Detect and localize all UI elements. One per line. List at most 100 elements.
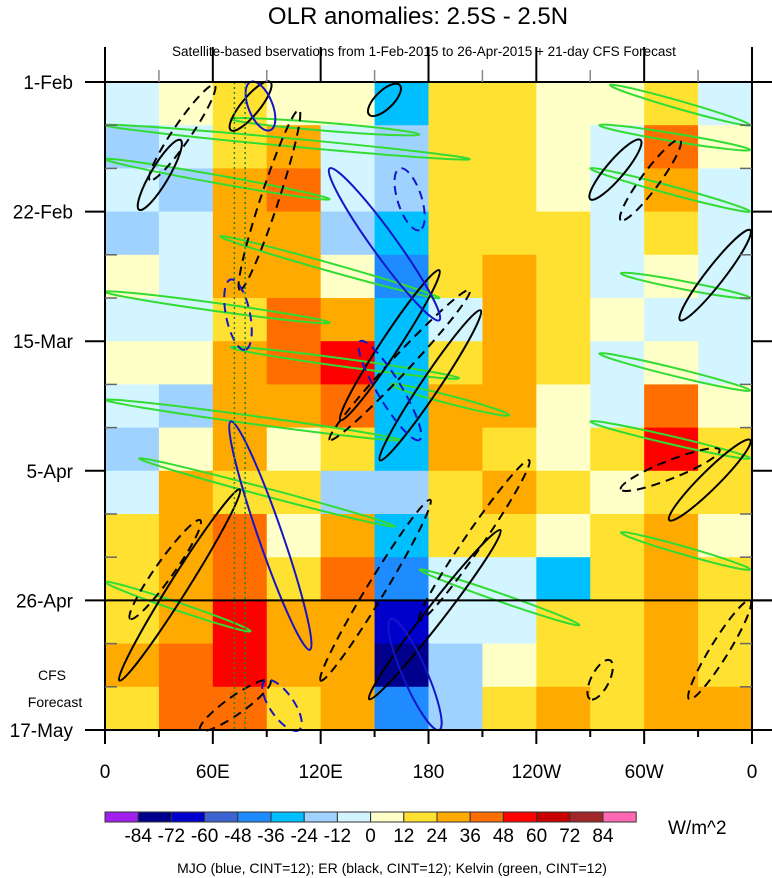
colorbar-label: -84 (124, 826, 152, 847)
kelvin-contour (229, 345, 461, 380)
y-tick-label: 17-May (10, 721, 74, 742)
er-contour (588, 138, 643, 201)
colorbar-label: -60 (191, 826, 218, 847)
colorbar-label: -72 (158, 826, 185, 847)
field-cell (428, 643, 483, 688)
colorbar-swatch (336, 811, 372, 823)
colorbar-label: -48 (224, 826, 251, 847)
mjo-contour (223, 278, 253, 351)
colorbar-label: 48 (493, 826, 514, 847)
kelvin-contour (389, 382, 511, 417)
field-cell (698, 82, 753, 126)
field-cell (428, 168, 483, 213)
field-cell (536, 341, 591, 385)
field-cell (698, 298, 753, 342)
field-cell (212, 600, 268, 645)
field-cell (374, 384, 429, 429)
colorbar: -84 -72 -60 -48 -36 -24 -12 0 12 24 36 48 60 72 84 (104, 811, 637, 847)
field-cell (105, 82, 160, 126)
er-contour (687, 599, 753, 701)
field-cell (536, 125, 591, 169)
chart-subtitle: Satellite-based bservations from 1-Feb-2… (172, 44, 676, 59)
field-cell (698, 384, 753, 429)
er-contour (128, 518, 203, 621)
field-cell (428, 82, 483, 126)
field-cell (644, 384, 699, 429)
field-cell (536, 211, 591, 256)
colorbar-swatch (170, 811, 206, 823)
colorbar-swatch (436, 811, 471, 823)
colorbar-label: 0 (365, 826, 376, 847)
er-contour (148, 83, 217, 182)
field-cell (590, 341, 645, 385)
field-cell (212, 514, 268, 558)
field-cell (536, 384, 591, 429)
field-cell (482, 643, 537, 688)
field-cell (320, 643, 376, 688)
x-tick-label: 120W (512, 762, 562, 783)
field-cell (320, 686, 376, 731)
field-cell (644, 643, 699, 688)
field-cell (105, 211, 160, 256)
field-cell (644, 557, 699, 601)
x-tick-label: 0 (100, 762, 111, 783)
field-cell (428, 254, 483, 299)
field-cell (266, 557, 322, 601)
colorbar-label: -24 (290, 826, 318, 847)
kelvin-contour (619, 531, 752, 571)
forecast-label-line2: Forecast (28, 694, 83, 710)
field-cell (105, 686, 160, 731)
field-cell (320, 341, 376, 385)
field-cell (320, 82, 376, 126)
kelvin-contour (138, 457, 396, 528)
colorbar-label: 72 (559, 826, 580, 847)
field-cell (698, 514, 753, 558)
field-cell (212, 427, 268, 472)
field-cell (536, 298, 591, 342)
field-cell (266, 470, 322, 515)
field-cell (644, 600, 699, 645)
y-tick-label: 5-Apr (27, 462, 74, 483)
er-contour (366, 82, 402, 118)
field-cell (428, 427, 483, 472)
colorbar-swatch (237, 811, 272, 823)
field-cell (536, 557, 591, 601)
field-cell (266, 643, 322, 688)
field-cell (536, 427, 591, 472)
colorbar-swatch (602, 811, 637, 823)
field-cell (482, 557, 537, 601)
colorbar-swatch (370, 811, 405, 823)
field-cell (266, 600, 322, 645)
colorbar-label: 60 (526, 826, 547, 847)
field-cell (212, 643, 268, 688)
field-cell (374, 600, 429, 645)
field-cell (536, 82, 591, 126)
field-cell (105, 470, 160, 515)
forecast-label-line1: CFS (38, 667, 66, 683)
field-cell (374, 427, 429, 472)
field-cell (644, 211, 699, 256)
axes: 0 60E 120E 180 120W 60W 0 1-Feb 22-Feb 15-Mar 5-Ap… (10, 47, 772, 783)
kelvin-contour (589, 420, 752, 460)
field-cell (536, 470, 591, 515)
field-cell (590, 298, 645, 342)
er-contour (619, 447, 721, 493)
field-cell (428, 686, 483, 731)
mjo-contour (228, 420, 313, 651)
colorbar-swatch (303, 811, 338, 823)
field-cell (158, 427, 214, 472)
x-tick-label: 0 (747, 762, 758, 783)
field-cell (482, 298, 537, 342)
field-cell (590, 600, 645, 645)
field-cell (698, 168, 753, 213)
field-cell (482, 82, 537, 126)
x-tick-label: 60W (625, 762, 664, 783)
field-cell (536, 514, 591, 558)
field-cell (482, 125, 537, 169)
field-cell (105, 341, 160, 385)
field-cell (590, 211, 645, 256)
colorbar-swatch (204, 811, 239, 823)
field-cell (590, 125, 645, 169)
er-contour (117, 488, 242, 682)
